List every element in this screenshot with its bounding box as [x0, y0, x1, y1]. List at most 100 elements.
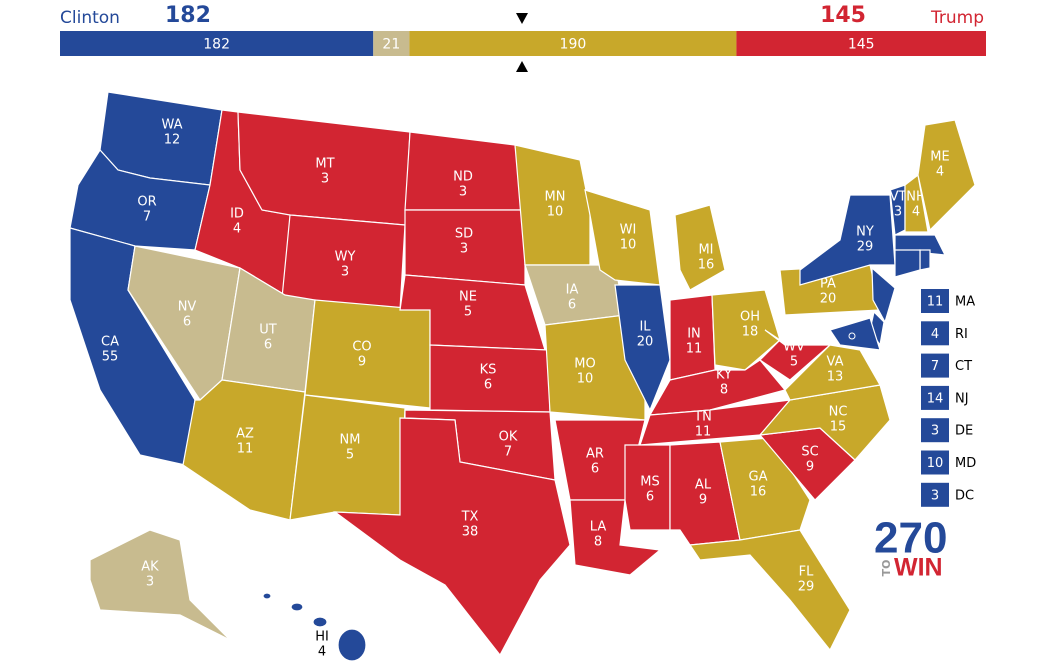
state-shape	[719, 437, 811, 541]
state-votes: 29	[857, 240, 874, 255]
callout-abbr: DE	[955, 424, 973, 439]
state-abbr: PA	[820, 277, 836, 292]
state-shape	[919, 249, 931, 271]
state-abbr: ID	[230, 207, 244, 222]
bar-segment	[373, 31, 410, 56]
state-abbr: NC	[829, 405, 848, 420]
state-votes: 9	[358, 355, 366, 370]
threshold-marker	[516, 13, 528, 24]
state-votes: 7	[504, 445, 512, 460]
state-abbr: AR	[586, 447, 604, 462]
state-votes: 5	[346, 448, 354, 463]
state-abbr: NE	[459, 290, 477, 305]
state-votes: 5	[464, 305, 472, 320]
state-abbr: MS	[640, 475, 659, 490]
state-shape	[290, 602, 304, 612]
callout-votes: 11	[927, 295, 944, 310]
state-shape	[871, 266, 896, 324]
bar-segment-label: 182	[203, 37, 230, 53]
state-shape	[514, 144, 591, 266]
state-abbr: SD	[455, 227, 473, 242]
state-votes: 16	[750, 485, 767, 500]
bar-segment	[60, 31, 374, 56]
state-votes: 8	[594, 535, 602, 550]
state-abbr: AZ	[236, 427, 254, 442]
state-votes: 6	[646, 490, 654, 505]
state-votes: 3	[321, 172, 329, 187]
left-total: 182	[165, 3, 211, 28]
state-votes: 3	[146, 575, 154, 590]
state-shape	[917, 119, 976, 232]
state-abbr: MI	[698, 243, 713, 258]
state-votes: 4	[936, 165, 944, 180]
state-shape	[614, 284, 671, 412]
callout-box	[921, 418, 949, 443]
state-votes: 3	[460, 242, 468, 257]
state-abbr: GA	[749, 470, 768, 485]
state-shape	[544, 314, 646, 421]
state-abbr: WY	[335, 250, 356, 265]
state-votes: 55	[102, 350, 119, 365]
state-votes: 11	[695, 425, 712, 440]
callout-abbr: CT	[955, 359, 972, 374]
state-shape	[89, 529, 231, 641]
state-abbr: WI	[620, 223, 637, 238]
state-abbr: NV	[178, 300, 197, 315]
state-abbr: FL	[799, 565, 814, 580]
state-abbr: VT	[890, 190, 907, 205]
logo-number: 270	[874, 514, 947, 563]
state-abbr: IN	[687, 327, 701, 342]
state-abbr: LA	[590, 520, 607, 535]
state-votes: 3	[459, 185, 467, 200]
state-abbr: SC	[801, 445, 818, 460]
state-votes: 4	[233, 222, 241, 237]
state-abbr: KS	[480, 363, 497, 378]
state-abbr: WA	[161, 118, 182, 133]
state-abbr: VA	[827, 355, 844, 370]
callouts: 11 MA 4 RI 7 CT 14 NJ 3 DE 10 MD 3 DC	[921, 289, 976, 507]
callout-abbr: RI	[955, 327, 968, 342]
state-votes: 29	[798, 580, 815, 595]
state-votes: 12	[164, 133, 181, 148]
state-abbr: NY	[856, 225, 874, 240]
callout-votes: 14	[927, 391, 944, 406]
state-abbr: OK	[499, 430, 518, 445]
state-abbr: KY	[716, 368, 732, 383]
state-votes: 13	[827, 370, 844, 385]
state-votes: 20	[637, 335, 654, 350]
callout-box	[921, 450, 949, 475]
state-votes: 6	[568, 298, 576, 313]
state-shape	[624, 444, 671, 531]
state-abbr: OH	[740, 310, 760, 325]
bar-segment	[409, 31, 737, 56]
state-abbr: IL	[639, 320, 651, 335]
state-votes: 5	[790, 355, 798, 370]
callout-abbr: MD	[955, 456, 976, 471]
state-shape	[799, 194, 896, 286]
state-votes: 3	[894, 205, 902, 220]
logo: 270 TO WIN	[874, 514, 947, 582]
callout-votes: 4	[931, 327, 939, 342]
state-abbr: AK	[141, 560, 159, 575]
callout-abbr: DC	[955, 488, 974, 503]
state-shape	[711, 289, 781, 371]
state-votes: 9	[699, 493, 707, 508]
state-votes: 4	[912, 205, 920, 220]
bar-segment-label: 21	[382, 37, 400, 53]
callout-box	[921, 385, 949, 410]
state-shape	[584, 189, 661, 286]
state-abbr: MO	[574, 357, 595, 372]
callout-box	[921, 482, 949, 507]
state-abbr: IA	[566, 283, 579, 298]
state-abbr: ND	[453, 170, 473, 185]
state-abbr: HI	[315, 630, 329, 645]
state-abbr: ME	[930, 150, 949, 165]
vote-bar: 182 21 190 145	[60, 31, 986, 56]
state-votes: 7	[143, 210, 151, 225]
state-votes: 10	[547, 205, 564, 220]
state-votes: 11	[686, 342, 703, 357]
callout-box	[921, 353, 949, 378]
bar-segment-label: 145	[848, 37, 875, 53]
state-abbr: MN	[545, 190, 566, 205]
